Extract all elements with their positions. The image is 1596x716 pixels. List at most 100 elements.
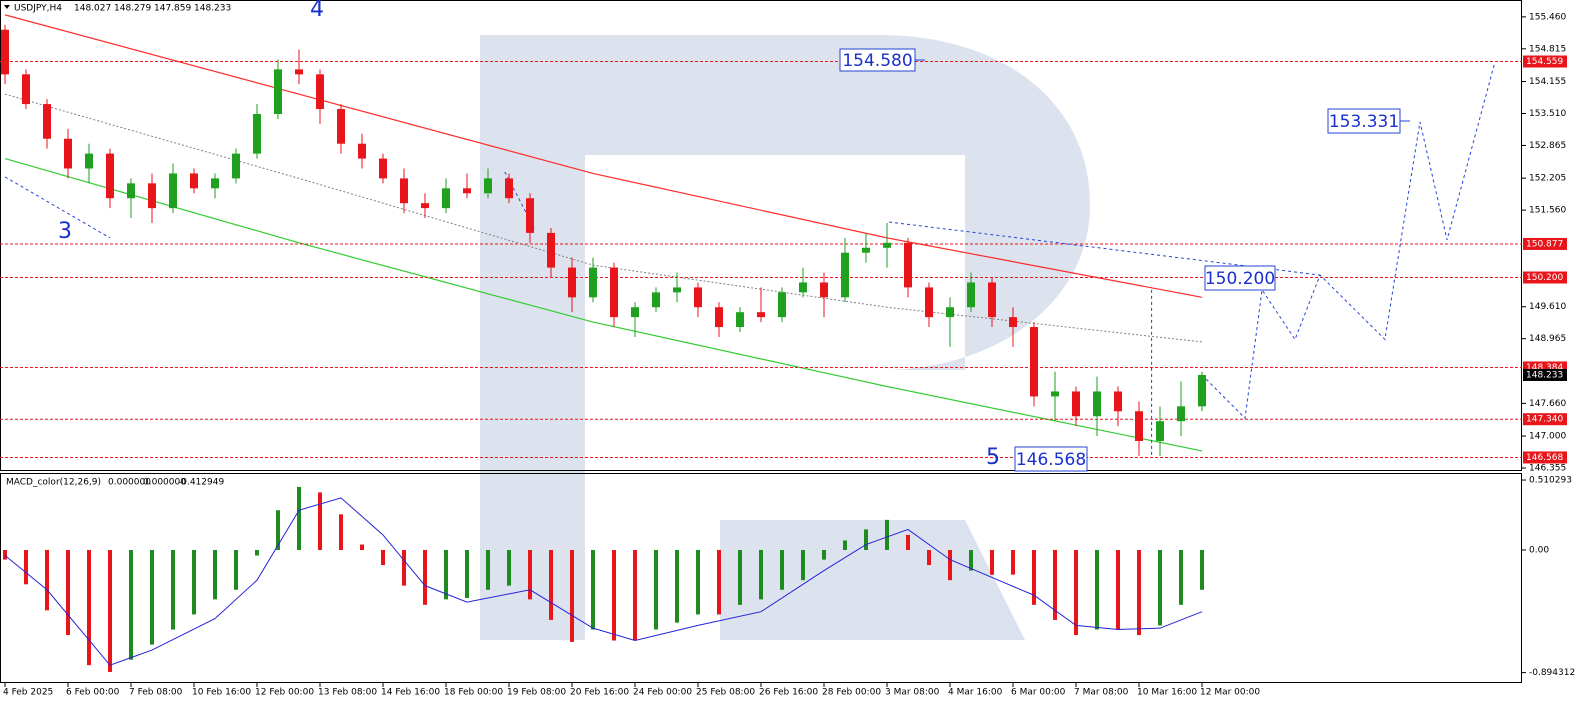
macd-bar [822, 550, 826, 560]
candle-body [946, 307, 954, 318]
macd-bar [633, 550, 637, 641]
annotation-text: 153.331 [1329, 112, 1399, 132]
macd-bar [528, 550, 532, 600]
macd-bar [906, 534, 910, 551]
x-tick-label: 28 Feb 00:00 [822, 688, 881, 698]
level-label-bg [1523, 451, 1567, 464]
x-tick-label: 12 Mar 00:00 [1200, 688, 1260, 698]
y-tick-label: 155.460 [1529, 12, 1566, 22]
candle-body [43, 104, 51, 139]
watermark [720, 520, 1025, 640]
macd-bar [1200, 550, 1204, 590]
macd-signal [4, 497, 1203, 666]
moving-average [4, 14, 1203, 298]
annotation-box [1014, 446, 1088, 472]
candle-body [421, 203, 429, 209]
header-close: 148.233 [194, 4, 231, 14]
y-tick-label: 146.355 [1529, 464, 1566, 474]
candle-body [883, 242, 891, 248]
macd-bar [318, 492, 322, 551]
last-price-bg [1523, 368, 1567, 381]
macd-bar [864, 529, 868, 551]
candle-body [736, 312, 744, 328]
candle-body [1156, 421, 1164, 442]
annotation-box [1327, 108, 1401, 134]
candle-body [295, 69, 303, 75]
macd-bar [360, 544, 364, 551]
y-tick-label: 0.00 [1529, 546, 1549, 556]
trendline [4, 176, 111, 239]
candle-body [106, 153, 114, 199]
macd-bar [24, 550, 28, 585]
x-tick-label: 7 Feb 08:00 [129, 688, 183, 698]
macd-bar [465, 550, 469, 598]
x-tick-label: 26 Feb 16:00 [759, 688, 818, 698]
macd-bar [717, 550, 721, 615]
macd-bar [969, 550, 973, 571]
candle-body [778, 292, 786, 318]
macd-bar [45, 550, 49, 611]
x-tick-label: 10 Feb 16:00 [192, 688, 251, 698]
candle-body [1051, 391, 1059, 397]
macd-bar [66, 550, 70, 636]
candle-body [253, 113, 261, 154]
macd-bar [654, 550, 658, 630]
macd-bar [129, 550, 133, 660]
macd-bar [948, 550, 952, 581]
macd-bar [381, 550, 385, 566]
x-tick-label: 14 Feb 16:00 [381, 688, 440, 698]
macd-bar [171, 550, 175, 630]
y-tick-label: 0.510293 [1529, 476, 1572, 486]
watermark [480, 35, 1090, 640]
macd-bar [297, 486, 301, 551]
menu-arrow [4, 5, 10, 9]
macd-bar [927, 550, 931, 566]
x-tick-label: 7 Mar 08:00 [1074, 688, 1129, 698]
macd-bar [150, 550, 154, 645]
annotation-text: 150.200 [1205, 269, 1275, 289]
level-label: 148.384 [1526, 363, 1563, 373]
macd-bar [486, 550, 490, 590]
y-tick-label: 153.510 [1529, 109, 1566, 119]
candle-body [505, 178, 513, 199]
candle-body [358, 143, 366, 159]
macd-bar [1116, 550, 1120, 630]
macd-bar [675, 550, 679, 623]
annotation-box [1204, 265, 1276, 291]
macd-bar [591, 550, 595, 630]
y-tick-label: 148.965 [1529, 334, 1566, 344]
macd-value: 0.000000 [143, 478, 186, 488]
moving-average [4, 158, 1203, 452]
candle-body [484, 178, 492, 194]
macd-bar [213, 550, 217, 600]
macd-title: MACD_color(12,26,9) [6, 478, 101, 488]
x-tick-label: 6 Mar 00:00 [1011, 688, 1066, 698]
x-tick-label: 3 Mar 08:00 [885, 688, 940, 698]
level-label-bg [1523, 55, 1567, 68]
x-tick-label: 4 Feb 2025 [3, 688, 53, 698]
candle-body [631, 307, 639, 318]
annotation-text: 154.580 [842, 51, 912, 71]
y-tick-label: 154.155 [1529, 77, 1566, 87]
macd-bar [843, 540, 847, 551]
macd-bar [3, 550, 7, 560]
last-price-label: 148.233 [1526, 370, 1563, 380]
macd-bar [885, 519, 889, 551]
candle-body [190, 173, 198, 189]
macd-bar [423, 550, 427, 605]
candle-body [526, 198, 534, 233]
x-tick-label: 4 Mar 16:00 [948, 688, 1003, 698]
candle-body [1093, 391, 1101, 417]
x-tick-label: 18 Feb 00:00 [444, 688, 503, 698]
macd-bar [87, 550, 91, 666]
header-high: 148.279 [114, 4, 151, 14]
y-tick-label: 147.660 [1529, 399, 1566, 409]
macd-bar [990, 550, 994, 575]
candle-body [1030, 327, 1038, 397]
macd-bar [1032, 550, 1036, 605]
macd-value: -0.412949 [178, 478, 224, 488]
candle-body [22, 74, 30, 105]
x-tick-label: 20 Feb 16:00 [570, 688, 629, 698]
macd-bar [192, 550, 196, 615]
